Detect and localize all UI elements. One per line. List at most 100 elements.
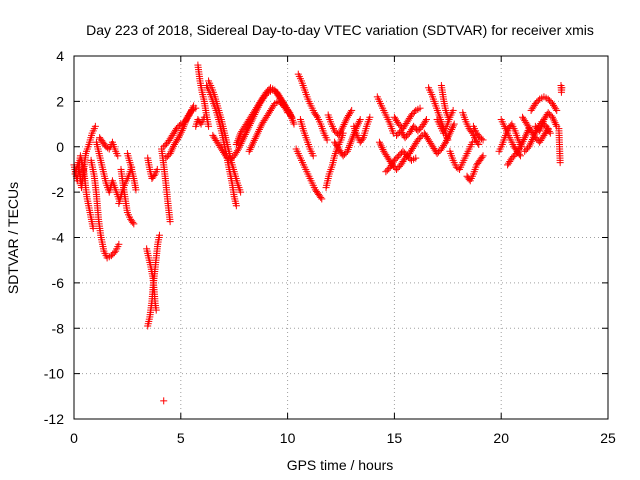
data-point [416, 104, 424, 112]
data-point [256, 124, 264, 132]
data-point [163, 153, 171, 161]
data-point [376, 140, 384, 148]
data-point [279, 102, 287, 110]
data-point [161, 141, 169, 149]
data-point [433, 150, 441, 158]
data-point [166, 150, 174, 158]
data-point [528, 135, 536, 143]
data-point [382, 168, 390, 176]
data-point [467, 128, 475, 136]
data-point [262, 88, 270, 96]
data-point [474, 139, 482, 147]
data-point [558, 84, 566, 92]
data-point [378, 144, 386, 152]
data-point [415, 134, 423, 142]
data-point [354, 121, 362, 129]
data-point [516, 143, 524, 151]
data-point [168, 146, 176, 154]
data-point [343, 115, 351, 123]
data-point [176, 130, 184, 138]
data-point [232, 202, 240, 210]
data-point [552, 105, 560, 113]
data-point [338, 124, 346, 132]
data-point [546, 110, 554, 118]
data-point [177, 128, 185, 136]
data-point [238, 138, 246, 146]
data-point [412, 154, 420, 162]
y-tick-labels: -12 -10 -8 -6 -4 -2 0 2 4 [44, 48, 64, 427]
data-point [332, 128, 340, 136]
data-point [443, 136, 451, 144]
data-point [245, 147, 253, 155]
data-point [255, 127, 263, 135]
data-point [160, 397, 168, 405]
data-point [534, 97, 542, 105]
data-point [401, 134, 409, 142]
y-tick-label: 0 [56, 139, 64, 155]
data-point [551, 119, 559, 127]
data-point [132, 186, 140, 194]
data-point [335, 131, 343, 139]
data-point [252, 133, 260, 141]
chart-title: Day 223 of 2018, Sidereal Day-to-day VTE… [86, 22, 594, 38]
data-point [449, 122, 457, 130]
data-point [347, 108, 355, 116]
data-point [169, 144, 177, 152]
data-point [393, 153, 401, 161]
data-point [130, 220, 138, 228]
data-point [339, 152, 347, 160]
data-point [341, 119, 349, 127]
data-point [175, 122, 183, 130]
data-point [446, 129, 454, 137]
data-point [443, 135, 451, 143]
data-point [552, 121, 560, 129]
data-point [115, 240, 123, 248]
data-point [237, 140, 245, 148]
data-point [173, 125, 181, 133]
data-point [478, 153, 486, 161]
data-point [395, 152, 403, 160]
data-point [515, 144, 523, 152]
data-point [175, 134, 183, 142]
data-point [441, 140, 449, 148]
data-point [248, 142, 256, 150]
axis-ticks [73, 55, 609, 420]
data-point [250, 136, 258, 144]
x-tick-label: 25 [600, 430, 616, 446]
data-point [240, 134, 248, 142]
data-point [234, 145, 242, 153]
data-point [150, 171, 158, 179]
data-point [342, 117, 350, 125]
data-point [200, 113, 208, 121]
data-point [166, 218, 174, 226]
data-point [162, 154, 170, 162]
data-point [450, 120, 458, 128]
data-point [475, 140, 483, 148]
data-point [448, 124, 456, 132]
data-point [544, 95, 552, 103]
data-point [445, 131, 453, 139]
data-point [366, 113, 374, 121]
data-point [414, 127, 422, 135]
data-point [522, 132, 530, 140]
data-point [533, 124, 541, 132]
y-tick-label: -10 [44, 366, 64, 382]
data-point [550, 117, 558, 125]
data-point [287, 112, 295, 120]
data-point [400, 149, 408, 157]
data-point [237, 188, 245, 196]
data-point [227, 155, 235, 163]
data-point [318, 195, 326, 203]
data-point [153, 165, 161, 173]
x-axis-label: GPS time / hours [287, 457, 394, 473]
data-point [544, 109, 552, 117]
data-point [527, 139, 535, 147]
data-point [243, 127, 251, 135]
data-point [390, 156, 398, 164]
data-point [407, 111, 415, 119]
data-point [340, 121, 348, 129]
x-tick-label: 10 [280, 430, 296, 446]
data-point [337, 126, 345, 134]
data-point [337, 128, 345, 136]
